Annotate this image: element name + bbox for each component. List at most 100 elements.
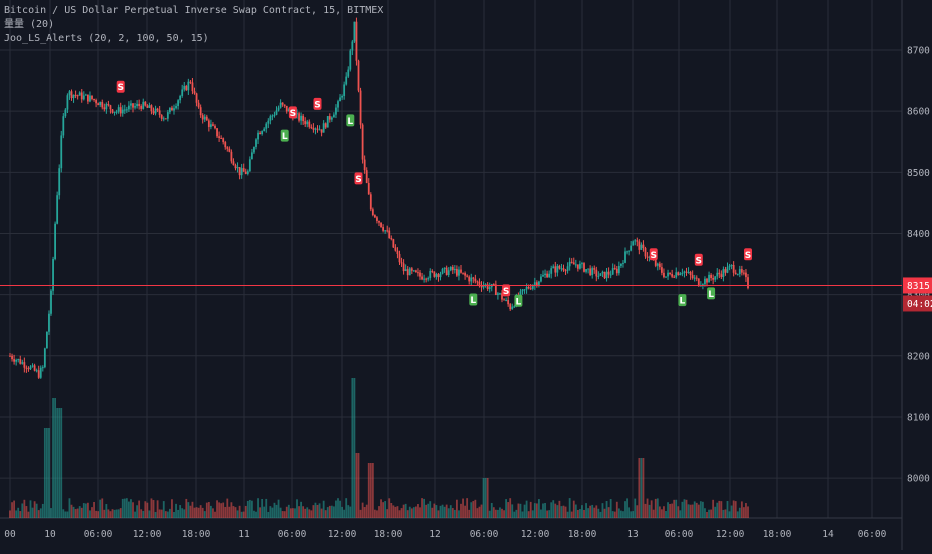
volume-bar xyxy=(146,502,149,518)
volume-bar xyxy=(644,503,647,518)
candle-body xyxy=(99,101,102,106)
signal-marker-s xyxy=(502,284,511,297)
volume-bar xyxy=(9,510,11,518)
volume-bar xyxy=(95,510,97,518)
volume-bar xyxy=(269,506,272,518)
volume-bar xyxy=(632,511,635,518)
volume-bar xyxy=(636,505,639,518)
candle-body xyxy=(222,138,225,143)
volume-bar xyxy=(607,507,610,518)
candle-body xyxy=(201,115,204,120)
symbol-title[interactable]: Bitcoin / US Dollar Perpetual Inverse Sw… xyxy=(4,5,384,16)
volume-bar xyxy=(253,510,255,518)
candle-body xyxy=(214,125,216,129)
candle-body xyxy=(603,271,606,279)
candle-body xyxy=(175,106,177,109)
candle-body xyxy=(148,105,151,108)
candle-body xyxy=(712,277,715,280)
candle-body xyxy=(318,129,321,131)
volume-bar xyxy=(398,510,401,518)
volume-bar xyxy=(64,511,67,518)
indicator-label[interactable]: Joo_LS_Alerts (20, 2, 100, 50, 15) xyxy=(4,33,209,44)
candle-body xyxy=(107,104,110,106)
volume-bar xyxy=(388,498,391,518)
candle-body xyxy=(371,209,374,216)
volume-bar xyxy=(486,478,489,518)
candle-body xyxy=(277,107,280,111)
candle-body xyxy=(251,152,253,160)
x-tick-label: 13 xyxy=(627,529,638,540)
candle-body xyxy=(736,274,739,276)
candle-body xyxy=(345,76,348,85)
volume-bar xyxy=(591,504,594,518)
volume-bar xyxy=(462,498,464,518)
volume-bar xyxy=(470,502,473,518)
candle-body xyxy=(587,268,589,270)
volume-bar xyxy=(130,499,132,518)
volume-bar xyxy=(160,509,163,518)
y-tick-label: 8600.0 xyxy=(907,107,932,118)
signal-marker-label: S xyxy=(745,251,751,261)
volume-bar xyxy=(232,506,235,518)
volume-bar xyxy=(527,511,530,518)
volume-bar xyxy=(548,510,551,518)
volume-bar xyxy=(109,511,112,518)
volume-bar xyxy=(445,504,448,518)
volume-bar xyxy=(380,499,382,518)
candle-body xyxy=(449,266,452,271)
volume-bar xyxy=(544,503,546,518)
signal-marker-l xyxy=(514,294,523,307)
candle-body xyxy=(300,115,302,121)
candle-body xyxy=(351,41,354,51)
volume-bar xyxy=(585,503,587,518)
volume-bar xyxy=(519,503,522,518)
candle-body xyxy=(230,151,233,162)
candle-body xyxy=(248,159,251,172)
candle-body xyxy=(447,270,450,276)
volume-bar xyxy=(695,502,698,518)
candle-body xyxy=(494,284,497,295)
volume-bar xyxy=(552,500,555,518)
candle-body xyxy=(538,281,540,286)
signal-marker-label: S xyxy=(117,83,123,93)
candle-body xyxy=(718,272,721,275)
candle-body xyxy=(581,263,583,265)
candle-body xyxy=(158,110,161,115)
candle-body xyxy=(121,109,124,114)
volume-bar xyxy=(402,504,405,518)
volume-bar xyxy=(699,501,702,518)
candle-body xyxy=(281,102,284,105)
candle-body xyxy=(722,269,725,277)
candle-body xyxy=(404,269,407,272)
volume-bar xyxy=(581,505,583,518)
last-price-box xyxy=(903,277,932,294)
candle-body xyxy=(396,250,399,254)
candle-body xyxy=(287,109,290,112)
volume-bar xyxy=(195,507,198,518)
candle-body xyxy=(462,272,464,274)
volume-bar xyxy=(562,505,565,518)
volume-bar xyxy=(624,501,626,518)
candle-body xyxy=(738,269,741,275)
volume-bar xyxy=(298,506,300,518)
volume-bar xyxy=(408,506,411,518)
volume-indicator-label[interactable]: 量量 (20) xyxy=(4,19,55,30)
volume-bar xyxy=(80,507,83,518)
volume-bar xyxy=(747,506,749,518)
candle-body xyxy=(156,108,159,111)
volume-bar xyxy=(158,509,161,518)
volume-bar xyxy=(91,507,93,518)
volume-bar xyxy=(351,378,354,518)
volume-bar xyxy=(523,504,526,518)
candle-body xyxy=(322,123,325,133)
volume-bar xyxy=(50,508,52,518)
candle-body xyxy=(558,265,561,269)
candle-body xyxy=(564,270,567,272)
volume-bar xyxy=(574,504,577,518)
candle-body xyxy=(97,103,100,106)
candle-body xyxy=(138,103,141,107)
candle-body xyxy=(474,278,477,282)
volume-bar xyxy=(722,509,725,518)
